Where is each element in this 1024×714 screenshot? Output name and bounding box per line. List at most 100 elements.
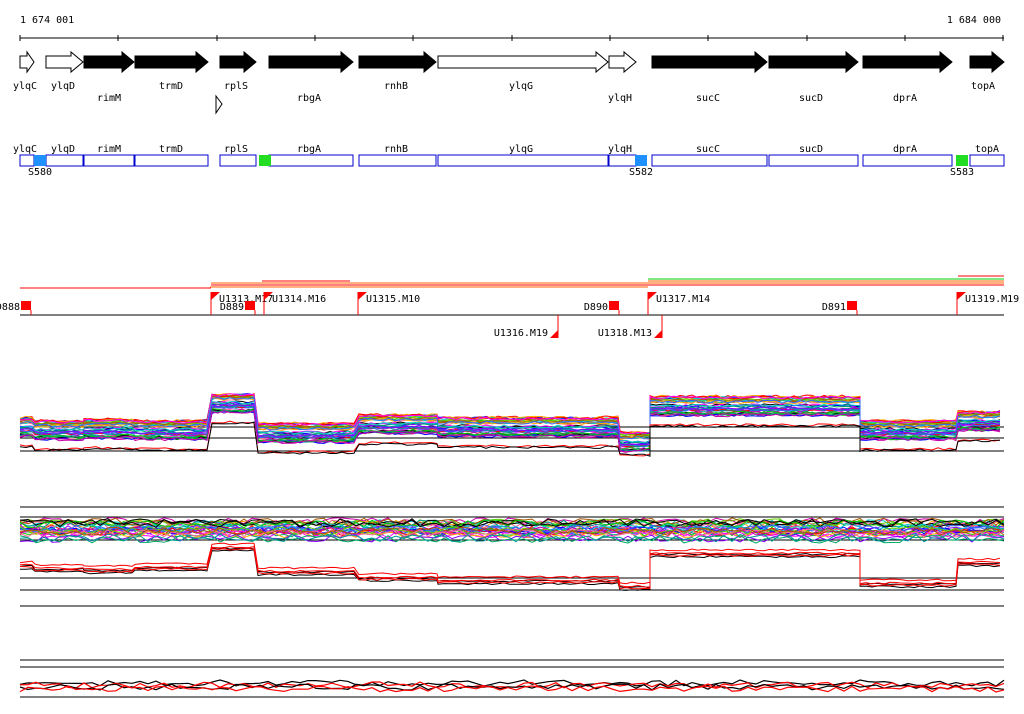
operon-label-rbgA: rbgA	[297, 144, 321, 155]
gene-label-dprA: dprA	[893, 93, 917, 104]
transcript-start-flag[interactable]	[264, 292, 273, 300]
gene-arrow-trmD[interactable]	[134, 50, 209, 74]
gene-label-rplS: rplS	[224, 81, 248, 92]
transcript-label: D889	[220, 302, 244, 313]
sigma-site-marker[interactable]	[259, 155, 271, 166]
operon-box-rimM[interactable]	[83, 154, 135, 167]
sigma-site-label-S583: S583	[950, 167, 974, 178]
transcript-start-flag[interactable]	[358, 292, 367, 300]
gene-label-sucC: sucC	[696, 93, 720, 104]
gene-label-ylqG: ylqG	[509, 81, 533, 92]
gene-arrow-dprA[interactable]	[862, 50, 953, 74]
transcript-below-flag[interactable]	[550, 330, 558, 338]
operon-box-trmD[interactable]	[134, 154, 209, 167]
highlight-curve	[19, 545, 1001, 588]
gene-arrow-rbgA[interactable]	[268, 50, 354, 74]
transcript-start-flag[interactable]	[957, 292, 966, 300]
gene-arrow-ylqD[interactable]	[45, 50, 84, 74]
gene-label-trmD: trmD	[159, 81, 183, 92]
transcript-start-flag[interactable]	[211, 292, 220, 300]
noise-curve	[19, 528, 1005, 538]
gene-arrow-rimM[interactable]	[83, 50, 135, 74]
highlight-curve	[19, 547, 1001, 590]
operon-label-rnhB: rnhB	[384, 144, 408, 155]
bottom-curve	[19, 679, 1005, 687]
gene-arrow-sucC[interactable]	[651, 50, 768, 74]
operon-box-ylqC[interactable]	[19, 154, 35, 167]
transcript-label: U1316.M19	[494, 328, 548, 339]
transcript-below-flag[interactable]	[654, 330, 662, 338]
gene-arrow-ylqC[interactable]	[19, 50, 35, 74]
transcript-label: U1317.M14	[656, 294, 710, 305]
ruler-end-label: 1 684 000	[947, 15, 1001, 26]
expression-panel-highlight	[19, 542, 1004, 607]
sigma-site-marker[interactable]	[635, 155, 647, 166]
operon-box-sucC[interactable]	[651, 154, 768, 167]
operon-label-ylqH: ylqH	[608, 144, 632, 155]
gene-arrow-sucD[interactable]	[768, 50, 859, 74]
transcript-end-marker[interactable]	[21, 301, 31, 310]
operon-box-topA[interactable]	[969, 154, 1005, 167]
noise-curve	[19, 518, 1005, 528]
gene-arrow-ylqG[interactable]	[437, 50, 609, 74]
operon-box-rbgA[interactable]	[268, 154, 354, 167]
expression-curve	[19, 396, 1001, 440]
gene-track[interactable]: ylqC ylqD rimM trmD rplS rbgA rnhB ylqG ylqH sucC…	[13, 50, 1005, 115]
transcript-label: U1318.M13	[598, 328, 652, 339]
highlight-curve	[20, 549, 1001, 591]
operon-box-dprA[interactable]	[862, 154, 953, 167]
operon-box-ylqH[interactable]	[608, 154, 637, 167]
bottom-curve	[19, 685, 1005, 693]
operon-box-ylqG[interactable]	[437, 154, 609, 167]
gene-label-rimM: rimM	[97, 93, 121, 104]
noise-curve	[19, 518, 1005, 528]
operon-label-ylqC: ylqC	[13, 144, 37, 155]
ruler-start-label: 1 674 001	[20, 15, 74, 26]
sigma-site-marker[interactable]	[956, 155, 968, 166]
expression-panel-bottom	[19, 659, 1005, 698]
transcript-end-marker[interactable]	[847, 301, 857, 310]
expression-curve	[19, 409, 1001, 453]
small-gene-marker	[215, 94, 223, 115]
gene-arrow-rnhB[interactable]	[358, 50, 437, 74]
transcript-start-flag[interactable]	[648, 292, 657, 300]
operon-label-trmD: trmD	[159, 144, 183, 155]
operon-label-ylqD: ylqD	[51, 144, 75, 155]
operon-label-dprA: dprA	[893, 144, 917, 155]
expression-curve	[19, 400, 1001, 444]
gene-arrow-rplS[interactable]	[219, 50, 257, 74]
operon-box-rplS[interactable]	[219, 154, 257, 167]
operon-label-rimM: rimM	[97, 144, 121, 155]
gene-label-topA: topA	[971, 81, 995, 92]
expression-curve-reference	[19, 421, 1001, 457]
operon-label-topA: topA	[975, 144, 999, 155]
noise-curve	[19, 533, 1005, 543]
operon-box-ylqD[interactable]	[45, 154, 84, 167]
gene-label-ylqH: ylqH	[608, 93, 632, 104]
gene-arrow-ylqH[interactable]	[608, 50, 637, 74]
transcript-end-marker[interactable]	[609, 301, 619, 310]
operon-box-rnhB[interactable]	[358, 154, 437, 167]
transcript-label: D888	[0, 302, 20, 313]
tiling-segments-track	[20, 275, 1004, 289]
transcript-label: U1319.M19	[965, 294, 1019, 305]
highlight-curve	[19, 542, 1001, 585]
sigma-site-label-S582: S582	[629, 167, 653, 178]
gene-label-rnhB: rnhB	[384, 81, 408, 92]
operon-box-sucD[interactable]	[768, 154, 859, 167]
transcript-label: U1315.M10	[366, 294, 420, 305]
transcript-label: D891	[822, 302, 846, 313]
sigma-site-label-S580: S580	[28, 167, 52, 178]
sigma-site-marker[interactable]	[34, 155, 46, 166]
noise-curve	[19, 526, 1005, 536]
expression-panel-noise	[19, 506, 1005, 544]
expression-curve	[19, 393, 1001, 435]
operon-track[interactable]: ylqC ylqD rimM trmD rplS rbgA rnhB ylqG ylqH sucC…	[13, 144, 1005, 178]
gene-arrow-topA[interactable]	[969, 50, 1005, 74]
operon-label-sucC: sucC	[696, 144, 720, 155]
transcript-end-marker[interactable]	[245, 301, 255, 310]
operon-label-sucD: sucD	[799, 144, 823, 155]
noise-curve	[19, 524, 1005, 534]
